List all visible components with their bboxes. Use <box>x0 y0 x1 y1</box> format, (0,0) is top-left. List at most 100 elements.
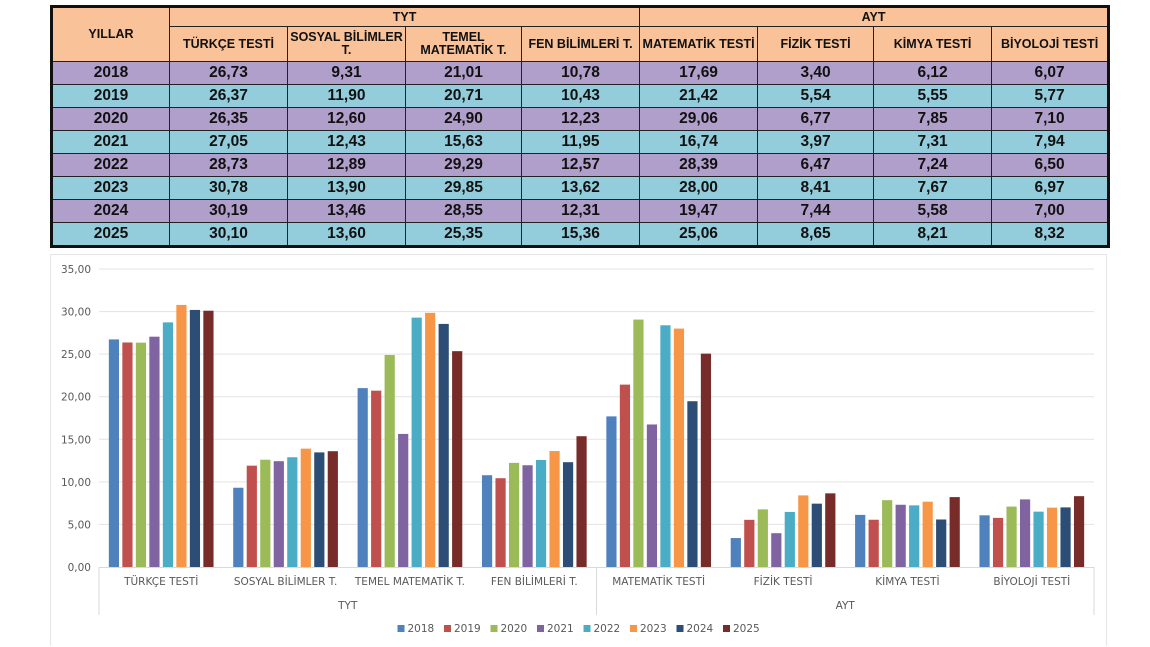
year-cell: 2022 <box>51 153 170 177</box>
table-row: 2021 27,05 12,43 15,63 11,95 16,74 3,97 7,31 7,9… <box>51 130 1110 154</box>
bar-2025 <box>949 497 960 567</box>
bar-2021 <box>149 336 160 567</box>
group-header-tyt: TYT <box>168 6 641 27</box>
category-label: TEMEL MATEMATİK T. <box>354 575 465 588</box>
score-cell: 11,90 <box>287 84 406 108</box>
group-header-ayt: AYT <box>639 6 1110 27</box>
bar-chart: 0,00 5,00 10,00 15,00 20,00 25,00 30,00 35,00 TÜ… <box>61 264 1095 635</box>
bar-2018 <box>233 487 244 567</box>
table-row: 2023 30,78 13,90 29,85 13,62 28,00 8,41 7,67 6,9… <box>51 176 1110 200</box>
score-cell: 28,55 <box>405 199 522 223</box>
score-cell: 28,00 <box>639 176 759 200</box>
score-cell: 28,73 <box>169 153 288 177</box>
y-tick-label: 30,00 <box>61 307 91 319</box>
score-cell: 6,50 <box>991 153 1110 177</box>
bar-2018 <box>481 475 493 567</box>
bar-2023 <box>300 448 311 567</box>
table-body: 2018 26,73 9,31 21,01 10,78 17,69 3,40 6,12 6,07… <box>51 61 1110 247</box>
bar-2019 <box>371 390 382 567</box>
bar-2024 <box>189 309 201 567</box>
score-cell: 7,31 <box>873 130 993 154</box>
bar-2022 <box>287 457 298 567</box>
column-header: MATEMATİK TESTİ <box>639 26 759 62</box>
y-tick-label: 35,00 <box>61 264 91 276</box>
year-cell: 2021 <box>51 130 170 154</box>
score-cell: 6,77 <box>757 107 875 131</box>
score-cell: 26,73 <box>169 61 288 85</box>
score-cell: 30,78 <box>169 176 288 200</box>
score-cell: 15,63 <box>405 130 522 154</box>
score-cell: 26,37 <box>169 84 288 108</box>
score-cell: 8,65 <box>757 222 875 247</box>
bar-2020 <box>633 319 644 567</box>
legend-swatch-2021 <box>537 625 544 632</box>
legend-label: 2024 <box>687 623 714 635</box>
bar-2018 <box>979 515 990 567</box>
score-cell: 30,19 <box>169 199 288 223</box>
score-cell: 7,44 <box>757 199 875 223</box>
category-label: TÜRKÇE TESTİ <box>123 575 198 588</box>
legend-swatch-2019 <box>444 625 451 632</box>
y-tick-label: 25,00 <box>61 349 91 361</box>
bar-2020 <box>384 354 395 567</box>
legend-label: 2025 <box>733 623 760 635</box>
bar-2022 <box>411 317 422 567</box>
bar-2020 <box>757 509 768 567</box>
score-cell: 3,40 <box>757 61 875 85</box>
score-cell: 6,47 <box>757 153 875 177</box>
bar-2024 <box>1060 507 1071 567</box>
bar-2019 <box>619 384 631 567</box>
bar-2019 <box>868 519 879 567</box>
bar-2025 <box>327 451 338 567</box>
scores-table: YILLAR TYT AYT TÜRKÇE TESTİ SOSYAL BİLİM… <box>50 5 1111 248</box>
bar-2025 <box>1073 496 1085 567</box>
score-cell: 26,35 <box>169 107 288 131</box>
category-label: MATEMATİK TESTİ <box>612 575 705 588</box>
score-cell: 8,21 <box>873 222 993 247</box>
bar-2025 <box>825 493 836 567</box>
score-cell: 24,90 <box>405 107 522 131</box>
year-cell: 2019 <box>51 84 170 108</box>
score-cell: 8,32 <box>991 222 1110 247</box>
bar-2022 <box>784 511 795 567</box>
bar-2019 <box>122 342 133 567</box>
score-cell: 11,95 <box>520 130 641 154</box>
bar-2019 <box>246 465 257 567</box>
score-cell: 7,67 <box>873 176 993 200</box>
score-cell: 13,60 <box>287 222 406 247</box>
year-cell: 2018 <box>51 61 170 85</box>
bar-2024 <box>811 503 822 567</box>
table-row: 2024 30,19 13,46 28,55 12,31 19,47 7,44 5,58 7,0… <box>51 199 1110 223</box>
score-cell: 25,06 <box>639 222 759 247</box>
score-cell: 29,06 <box>639 107 759 131</box>
y-tick-label: 0,00 <box>68 562 91 574</box>
y-tick-label: 10,00 <box>61 477 91 489</box>
bar-2018 <box>357 388 368 567</box>
score-cell: 7,94 <box>991 130 1110 154</box>
chart-area: 0,00 5,00 10,00 15,00 20,00 25,00 30,00 35,00 TÜ… <box>50 254 1107 646</box>
year-cell: 2020 <box>51 107 170 131</box>
y-tick-label: 5,00 <box>68 519 91 531</box>
score-cell: 10,78 <box>520 61 641 85</box>
category-label: BİYOLOJİ TESTİ <box>993 575 1070 588</box>
category-group-label: TYT <box>337 600 358 612</box>
score-cell: 5,54 <box>757 84 875 108</box>
table-row: 2025 30,10 13,60 25,35 15,36 25,06 8,65 8,21 8,3… <box>51 222 1110 247</box>
score-cell: 15,36 <box>520 222 641 247</box>
category-label: FİZİK TESTİ <box>754 575 813 588</box>
score-cell: 17,69 <box>639 61 759 85</box>
score-cell: 6,97 <box>991 176 1110 200</box>
score-cell: 13,62 <box>520 176 641 200</box>
bar-2019 <box>992 517 1004 567</box>
bar-2023 <box>922 501 933 567</box>
legend-label: 2019 <box>454 623 481 635</box>
score-cell: 7,85 <box>873 107 993 131</box>
bar-2023 <box>425 312 436 567</box>
bar-2019 <box>495 478 506 567</box>
column-header: KİMYA TESTİ <box>873 26 993 62</box>
bar-2020 <box>260 459 271 567</box>
bar-2024 <box>936 519 947 567</box>
legend-label: 2020 <box>501 623 528 635</box>
year-cell: 2024 <box>51 199 170 223</box>
legend-swatch-2025 <box>723 625 730 632</box>
